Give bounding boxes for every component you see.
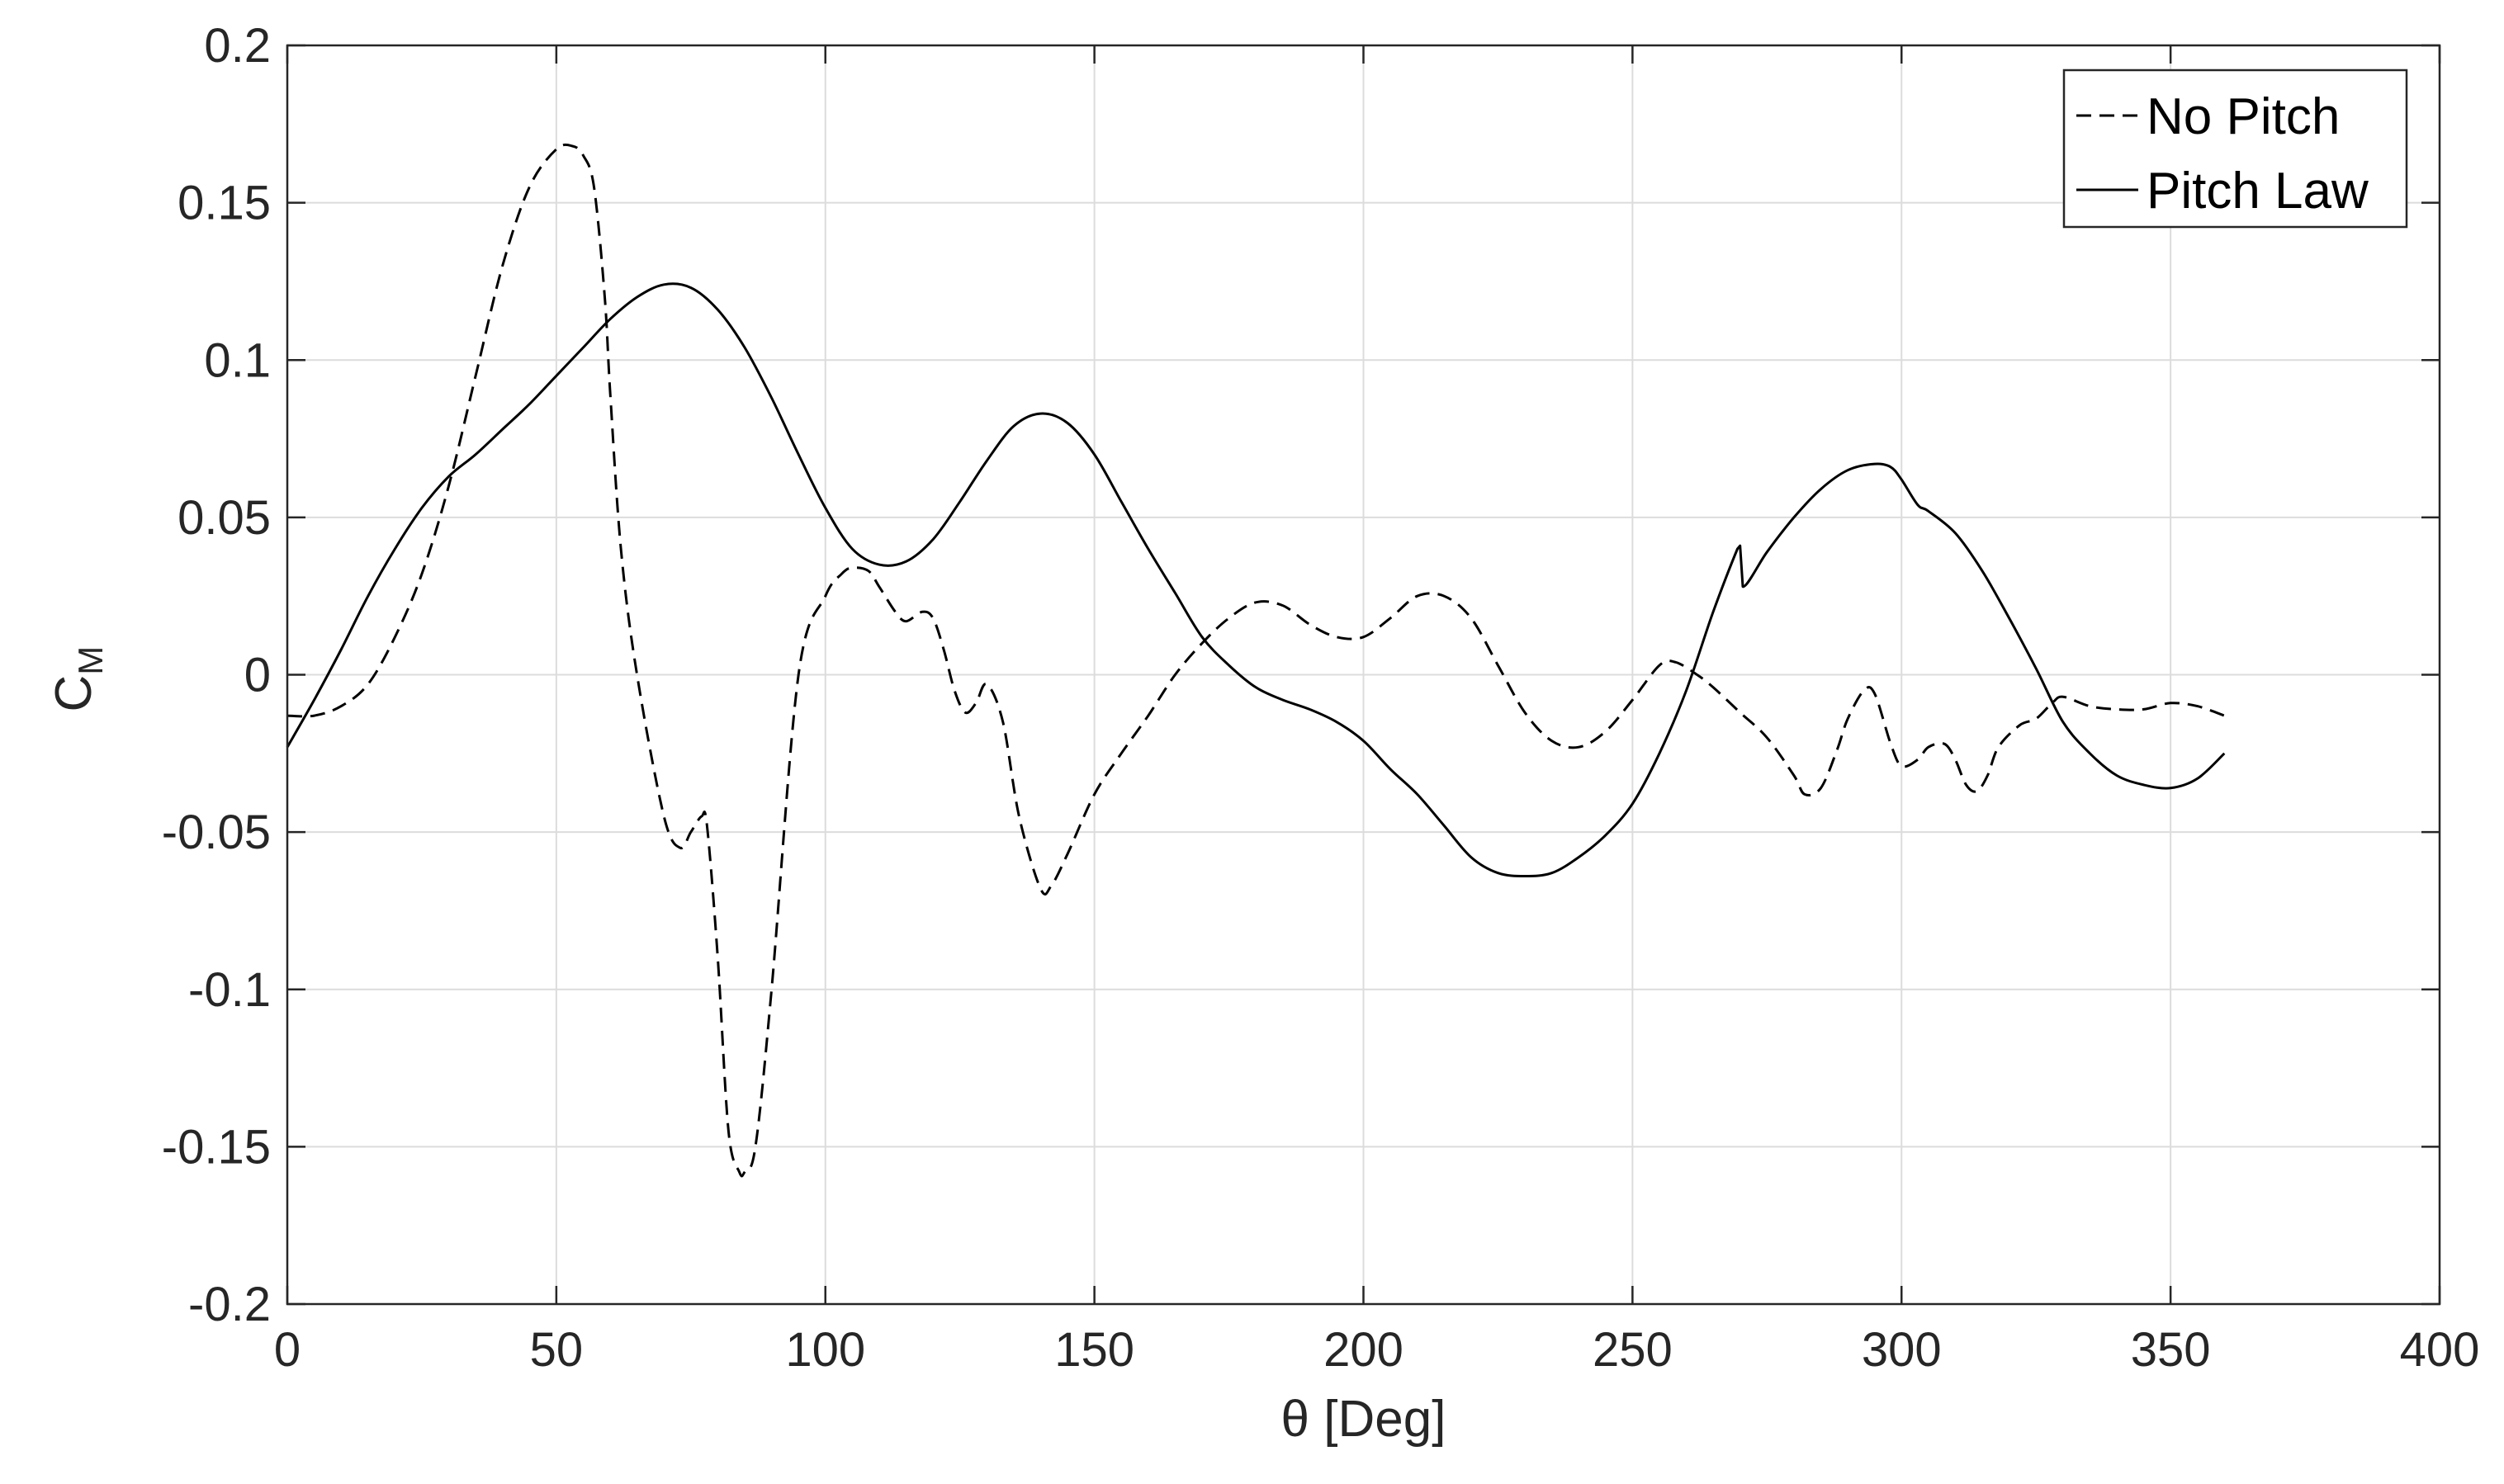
x-tick-label: 50 (530, 1323, 584, 1377)
x-axis-label: θ [Deg] (1281, 1391, 1446, 1448)
x-tick-label: 300 (1862, 1323, 1942, 1377)
y-axis-label: CM (45, 646, 110, 712)
x-tick-label: 400 (2400, 1323, 2480, 1377)
y-tick-label: 0 (244, 649, 271, 702)
y-tick-label: 0.1 (204, 333, 271, 387)
tick-labels: 0 50 100 150 200 250 300 350 400 -0.2 -0.15 -0.1 -0.… (162, 19, 2480, 1377)
y-axis-label-subscript: M (71, 646, 110, 675)
y-tick-label: -0.15 (162, 1120, 271, 1174)
y-tick-label: -0.05 (162, 806, 271, 859)
legend-label-pitch-law: Pitch Law (2147, 163, 2369, 220)
y-tick-label: 0.2 (204, 19, 271, 73)
legend: No Pitch Pitch Law (2062, 69, 2408, 229)
x-tick-label: 150 (1054, 1323, 1134, 1377)
y-tick-label: -0.1 (188, 963, 271, 1017)
x-tick-label: 250 (1593, 1323, 1673, 1377)
legend-label-no-pitch: No Pitch (2147, 88, 2340, 145)
axis-ticks (286, 44, 2441, 1306)
series-layer (286, 143, 2226, 1178)
y-tick-label: 0.15 (178, 177, 271, 230)
x-tick-label: 200 (1323, 1323, 1403, 1377)
y-axis-label-main: C (45, 675, 102, 712)
y-tick-label: 0.05 (178, 491, 271, 545)
x-tick-label: 350 (2131, 1323, 2211, 1377)
series-line-no-pitch (286, 143, 2225, 1178)
x-tick-label: 100 (785, 1323, 865, 1377)
series-line-pitch-law (286, 282, 2226, 877)
y-tick-label: -0.2 (188, 1278, 271, 1331)
legend-box (2062, 69, 2408, 229)
x-tick-label: 0 (274, 1323, 301, 1377)
